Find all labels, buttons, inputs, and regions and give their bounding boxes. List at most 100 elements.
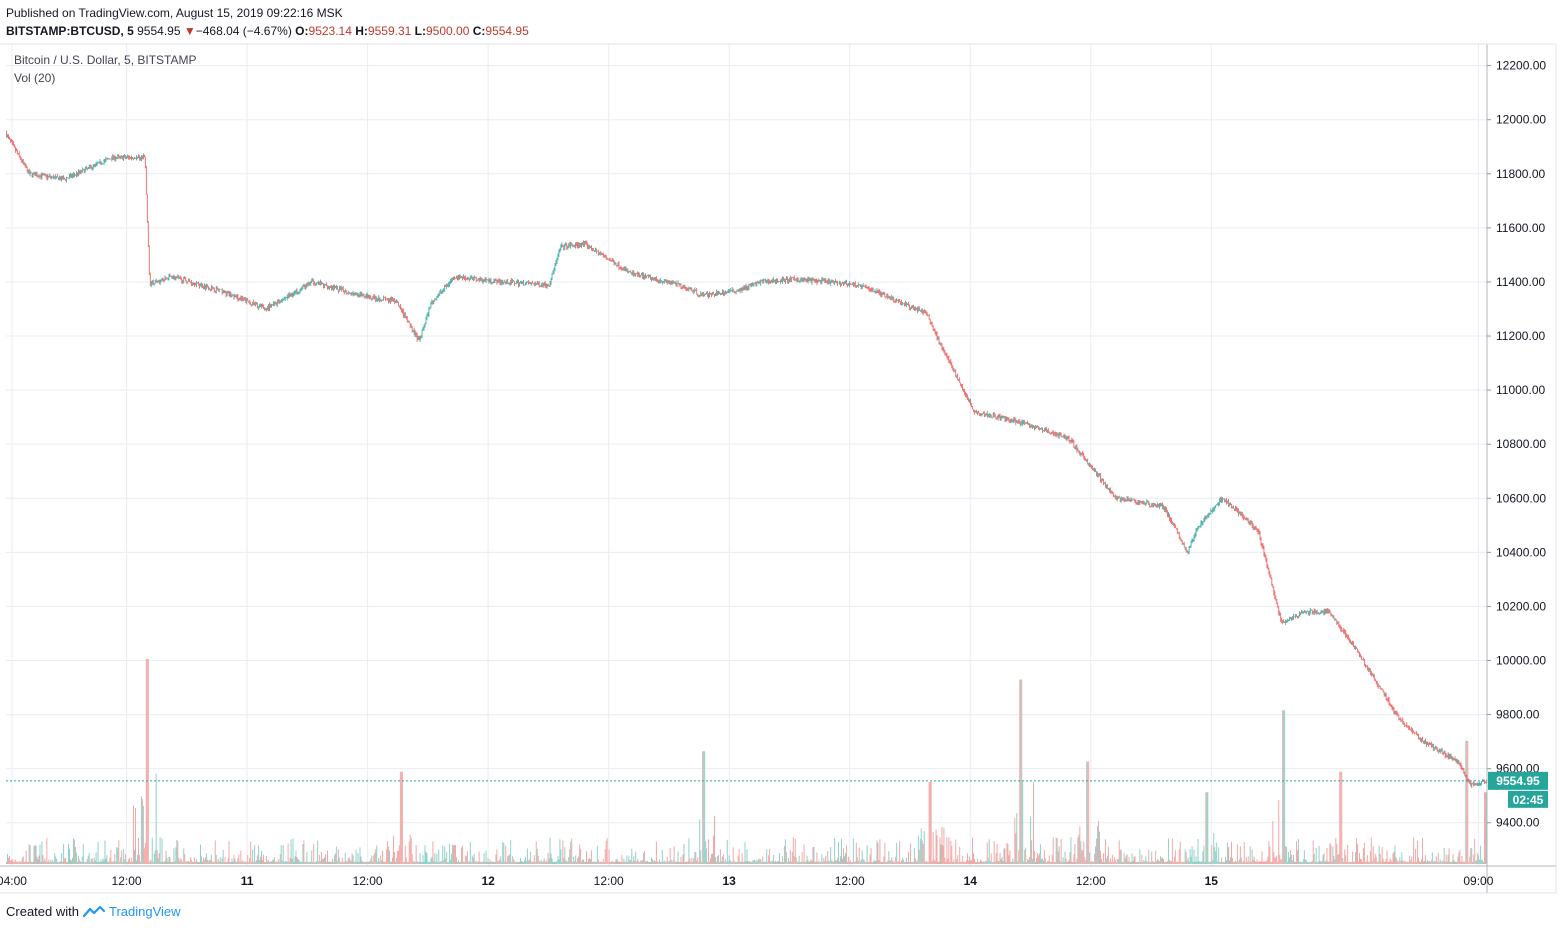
volume-bar [95, 852, 97, 864]
volume-bar [1483, 861, 1485, 864]
volume-bar [328, 861, 330, 864]
price-chart[interactable]: 9400.009600.009800.0010000.0010200.00104… [0, 0, 1560, 900]
volume-bar [383, 861, 385, 864]
volume-bar [731, 861, 733, 864]
volume-bar [776, 861, 778, 864]
volume-bar [1155, 850, 1157, 864]
volume-bar [1397, 861, 1399, 864]
volume-bar [698, 861, 700, 864]
volume-bar [977, 861, 979, 864]
volume-bar [1267, 856, 1269, 864]
volume-bar [1474, 838, 1476, 864]
volume-bar [323, 858, 325, 864]
volume-bar [844, 853, 846, 864]
volume-bar [322, 858, 324, 864]
volume-bar [1389, 858, 1391, 864]
volume-bar [1186, 860, 1188, 864]
volume-bar [460, 847, 462, 864]
volume-bar [1225, 856, 1227, 864]
volume-bar [916, 860, 918, 864]
volume-bar [723, 861, 725, 864]
volume-bar [879, 839, 881, 864]
volume-bar [293, 861, 295, 864]
volume-bar [351, 853, 353, 864]
x-tick-label: 14 [964, 874, 978, 888]
volume-bar [174, 861, 176, 864]
volume-bar [697, 857, 699, 864]
volume-bar [299, 861, 301, 864]
volume-bar [480, 861, 482, 864]
volume-bar [1325, 860, 1327, 864]
volume-bar [178, 857, 180, 864]
volume-bar [121, 850, 123, 864]
volume-bar [923, 830, 925, 864]
volume-bar [1289, 857, 1291, 864]
volume-bar [165, 850, 167, 864]
volume-bar [930, 782, 932, 864]
tradingview-brand[interactable]: TradingView [108, 904, 181, 919]
volume-bar [1006, 842, 1008, 864]
volume-bar [184, 853, 186, 864]
volume-bar [212, 861, 214, 864]
volume-bar [518, 861, 520, 864]
volume-bar [158, 853, 160, 864]
volume-bar [988, 839, 990, 864]
volume-bar [63, 843, 65, 864]
volume-bar [1009, 850, 1011, 864]
volume-bar [610, 861, 612, 864]
volume-bar [1370, 837, 1372, 864]
volume-bar [44, 858, 46, 864]
volume-bar [530, 861, 532, 864]
volume-bar [1201, 861, 1203, 864]
volume-bar [104, 840, 106, 864]
volume-bar [100, 859, 102, 864]
volume-bar [152, 861, 154, 864]
volume-bar [521, 861, 523, 864]
volume-bar [659, 861, 661, 864]
volume-bar [1478, 855, 1480, 864]
volume-bar [181, 859, 183, 864]
volume-bar [1458, 852, 1460, 864]
volume-bar [883, 856, 885, 864]
volume-bar [219, 857, 221, 864]
x-tick-label: 11 [241, 874, 254, 888]
volume-bar [386, 849, 388, 864]
volume-bar [1437, 852, 1439, 864]
volume-bar [89, 861, 91, 864]
volume-bar [871, 861, 873, 864]
volume-bar [1023, 861, 1025, 864]
volume-bar [405, 857, 407, 864]
volume-bar [645, 861, 647, 864]
volume-bar [604, 849, 606, 864]
volume-bar [1185, 852, 1187, 864]
volume-bar [673, 846, 675, 864]
volume-bar [739, 861, 741, 864]
volume-bar [1472, 861, 1474, 864]
volume-bar [901, 860, 903, 864]
volume-bar [448, 861, 450, 864]
volume-bar [154, 850, 156, 864]
volume-bar [36, 856, 38, 864]
volume-bar [1281, 859, 1283, 864]
volume-bar [1058, 846, 1060, 864]
volume-bar [157, 858, 159, 864]
volume-bar [130, 861, 132, 864]
last-price-tag [1488, 771, 1548, 790]
volume-bar [1125, 855, 1127, 864]
volume-bar [1402, 860, 1404, 864]
volume-bar [1332, 846, 1334, 864]
volume-bar [603, 861, 605, 864]
volume-bar [737, 855, 739, 864]
volume-bar [1265, 861, 1267, 864]
volume-bar [545, 860, 547, 864]
volume-bar [505, 845, 507, 864]
volume-bar [35, 845, 37, 864]
volume-bar [347, 858, 349, 864]
volume-bar [204, 857, 206, 864]
volume-bar [311, 850, 313, 864]
volume-bar [479, 861, 481, 864]
volume-bar [1387, 861, 1389, 864]
volume-bar [1075, 861, 1077, 864]
volume-bar [1262, 861, 1264, 864]
volume-bar [532, 861, 534, 864]
